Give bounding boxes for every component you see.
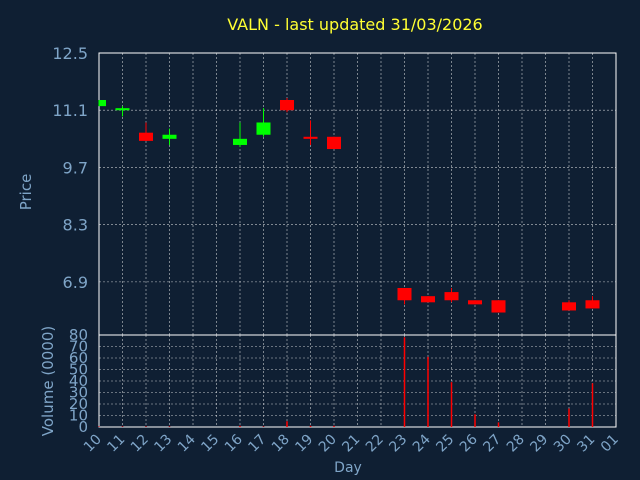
candle-body bbox=[139, 132, 153, 141]
volume-bar bbox=[497, 422, 500, 427]
candle-body bbox=[585, 300, 600, 309]
candle-body bbox=[421, 296, 435, 303]
volume-bar bbox=[450, 382, 453, 427]
volume-bar bbox=[591, 383, 594, 427]
candle-body bbox=[562, 302, 576, 311]
candle-body bbox=[233, 138, 247, 145]
candle-body bbox=[115, 108, 130, 111]
volume-bar bbox=[121, 426, 124, 427]
price-y-ticks: 12.5 11.1 9.7 8.3 6.9 bbox=[52, 44, 88, 292]
x-axis-ticks: 10 11 12 13 14 15 16 17 18 19 20 21 22 23 24 25 26 27 28 29… bbox=[81, 431, 622, 455]
volume-tick-label: 80 bbox=[69, 326, 88, 344]
volume-bars bbox=[98, 337, 594, 427]
volume-bar bbox=[286, 421, 288, 427]
volume-bar bbox=[98, 426, 100, 427]
volume-bar bbox=[145, 426, 147, 427]
price-grid bbox=[98, 52, 617, 335]
volume-tick-label: 20 bbox=[69, 395, 88, 413]
candle-body bbox=[397, 288, 412, 301]
volume-bar bbox=[333, 425, 335, 427]
volume-tick-label: 50 bbox=[69, 361, 88, 379]
candle-body bbox=[256, 122, 271, 135]
candle-body bbox=[468, 300, 482, 305]
volume-bar bbox=[262, 426, 265, 427]
volume-tick-label: 40 bbox=[69, 372, 88, 390]
price-tick-label: 9.7 bbox=[63, 158, 88, 177]
volume-bar bbox=[239, 425, 241, 427]
volume-tick-label: 70 bbox=[69, 338, 88, 356]
price-tick-label: 11.1 bbox=[52, 101, 88, 120]
candle-body bbox=[280, 100, 294, 111]
candle-body bbox=[327, 136, 341, 150]
candles bbox=[98, 97, 600, 313]
candle-body bbox=[162, 134, 177, 139]
chart-title: VALN - last updated 31/03/2026 bbox=[227, 15, 482, 34]
volume-bar bbox=[309, 425, 312, 427]
volume-axis-label: Volume (0000) bbox=[39, 326, 57, 436]
candle-body bbox=[303, 136, 318, 139]
volume-bar bbox=[474, 414, 476, 427]
candle-body bbox=[99, 100, 106, 107]
candle-body bbox=[444, 292, 459, 301]
volume-tick-label: 60 bbox=[69, 349, 88, 367]
volume-tick-label: 10 bbox=[69, 407, 88, 425]
price-tick-label: 6.9 bbox=[63, 273, 88, 292]
volume-bar bbox=[427, 356, 429, 427]
candle-body bbox=[491, 300, 506, 313]
price-axis-label: Price bbox=[17, 174, 35, 211]
price-tick-label: 8.3 bbox=[63, 216, 88, 235]
volume-bar bbox=[403, 337, 406, 427]
volume-bar bbox=[568, 408, 570, 427]
price-tick-label: 12.5 bbox=[52, 44, 88, 63]
x-axis-label: Day bbox=[334, 460, 362, 476]
volume-bar bbox=[168, 426, 171, 427]
volume-tick-label: 0 bbox=[78, 418, 88, 436]
volume-plot-frame bbox=[98, 334, 617, 428]
volume-tick-label: 30 bbox=[69, 384, 88, 402]
